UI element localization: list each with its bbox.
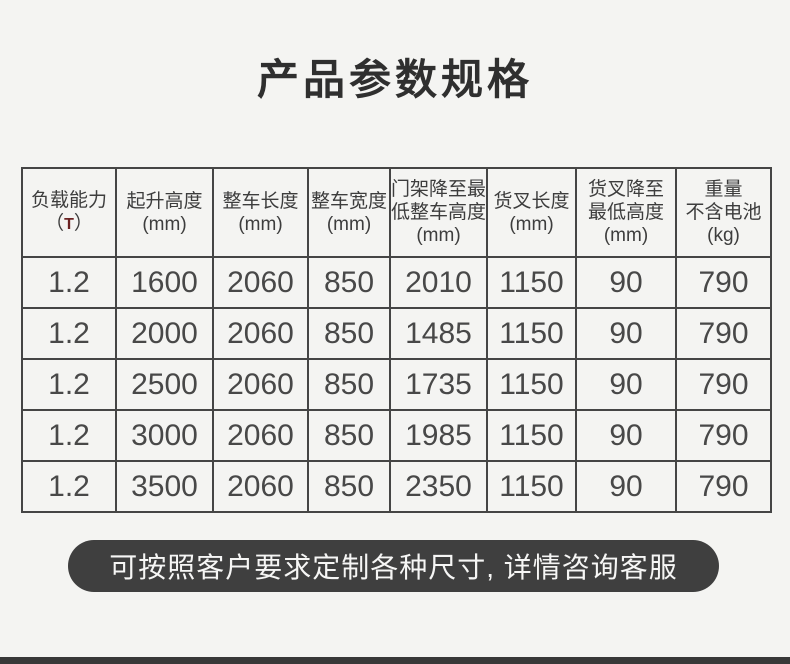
spec-table-body: 1.2 1600 2060 850 2010 1150 90 790 1.2 2… (21, 256, 772, 513)
table-cell: 90 (575, 460, 677, 513)
header-unit: (mm) (416, 225, 461, 246)
header-line: 最低高度 (587, 202, 664, 223)
paren-close: ） (73, 213, 93, 234)
table-cell: 790 (675, 409, 772, 462)
table-cell: 2060 (212, 256, 309, 309)
page-title: 产品参数规格 (256, 56, 533, 103)
table-cell: 3000 (115, 409, 214, 462)
table-row: 1.2 1600 2060 850 2010 1150 90 790 (21, 256, 772, 309)
table-cell: 850 (307, 256, 391, 309)
header-line: 整车宽度 (310, 190, 387, 212)
table-cell: 2000 (115, 307, 214, 360)
table-cell: 790 (675, 256, 772, 309)
table-cell: 90 (575, 409, 677, 462)
unit-t-label: T (64, 216, 74, 233)
header-unit: (mm) (509, 213, 554, 235)
table-cell: 1150 (486, 256, 577, 309)
col-header-mast-lowered-height: 门架降至最 低整车高度 (mm) (389, 167, 488, 258)
col-header-overall-length: 整车长度 (mm) (212, 167, 309, 258)
table-cell: 2060 (212, 358, 309, 411)
table-cell: 90 (575, 307, 677, 360)
header-unit: (mm) (142, 213, 187, 235)
table-row: 1.2 2500 2060 850 1735 1150 90 790 (21, 358, 772, 411)
custom-size-banner: 可按照客户要求定制各种尺寸, 详情咨询客服 (68, 540, 719, 592)
header-row: 负载能力 （T） 起升高度 (mm) 整车长度 (mm) 整车宽度 (mm) 门… (21, 167, 772, 258)
col-header-lift-height: 起升高度 (mm) (115, 167, 214, 258)
table-cell: 1150 (486, 460, 577, 513)
header-line: 门架降至最 (391, 179, 487, 200)
table-row: 1.2 3000 2060 850 1985 1150 90 790 (21, 409, 772, 462)
col-header-overall-width: 整车宽度 (mm) (307, 167, 391, 258)
table-cell: 1150 (486, 307, 577, 360)
header-line: 货叉长度 (493, 190, 570, 212)
table-cell: 790 (675, 460, 772, 513)
spec-table-header: 负载能力 （T） 起升高度 (mm) 整车长度 (mm) 整车宽度 (mm) 门… (21, 167, 772, 258)
table-cell: 790 (675, 307, 772, 360)
table-cell: 1.2 (21, 460, 117, 513)
table-cell: 1.2 (21, 307, 117, 360)
table-cell: 1.2 (21, 256, 117, 309)
header-unit: (mm) (603, 225, 649, 246)
table-cell: 2060 (212, 307, 309, 360)
table-cell: 1.2 (21, 409, 117, 462)
header-line: 重量 (704, 179, 743, 200)
header-unit: (mm) (238, 213, 283, 235)
col-header-weight-no-battery: 重量 不含电池 (kg) (675, 167, 772, 258)
table-cell: 1485 (389, 307, 488, 360)
spec-table: 负载能力 （T） 起升高度 (mm) 整车长度 (mm) 整车宽度 (mm) 门… (21, 167, 772, 513)
table-cell: 2010 (389, 256, 488, 309)
table-cell: 1600 (115, 256, 214, 309)
bottom-bar (0, 657, 790, 664)
table-cell: 790 (675, 358, 772, 411)
table-cell: 2500 (115, 358, 214, 411)
header-unit: (mm) (326, 213, 372, 235)
table-row: 1.2 2000 2060 850 1485 1150 90 790 (21, 307, 772, 360)
table-cell: 1735 (389, 358, 488, 411)
header-line: 货叉降至 (587, 179, 664, 200)
table-cell: 2060 (212, 460, 309, 513)
header-line: 负载能力 (30, 190, 107, 211)
header-unit: (kg) (707, 225, 740, 246)
table-cell: 850 (307, 358, 391, 411)
table-cell: 1.2 (21, 358, 117, 411)
col-header-fork-lowered-height: 货叉降至 最低高度 (mm) (575, 167, 677, 258)
table-row: 1.2 3500 2060 850 2350 1150 90 790 (21, 460, 772, 513)
table-cell: 3500 (115, 460, 214, 513)
banner-text: 可按照客户要求定制各种尺寸, 详情咨询客服 (109, 552, 678, 583)
table-cell: 850 (307, 460, 391, 513)
table-cell: 90 (575, 256, 677, 309)
col-header-fork-length: 货叉长度 (mm) (486, 167, 577, 258)
table-cell: 1150 (486, 409, 577, 462)
header-line: 不含电池 (685, 202, 762, 223)
table-cell: 1985 (389, 409, 488, 462)
table-cell: 2060 (212, 409, 309, 462)
col-header-load-capacity: 负载能力 （T） (21, 167, 117, 258)
table-cell: 850 (307, 409, 391, 462)
table-cell: 850 (307, 307, 391, 360)
header-line: 整车长度 (222, 190, 299, 212)
table-cell: 1150 (486, 358, 577, 411)
table-cell: 2350 (389, 460, 488, 513)
header-line: 起升高度 (126, 190, 203, 212)
header-line: 低整车高度 (391, 202, 487, 223)
paren-open: （ (45, 213, 65, 234)
table-cell: 90 (575, 358, 677, 411)
